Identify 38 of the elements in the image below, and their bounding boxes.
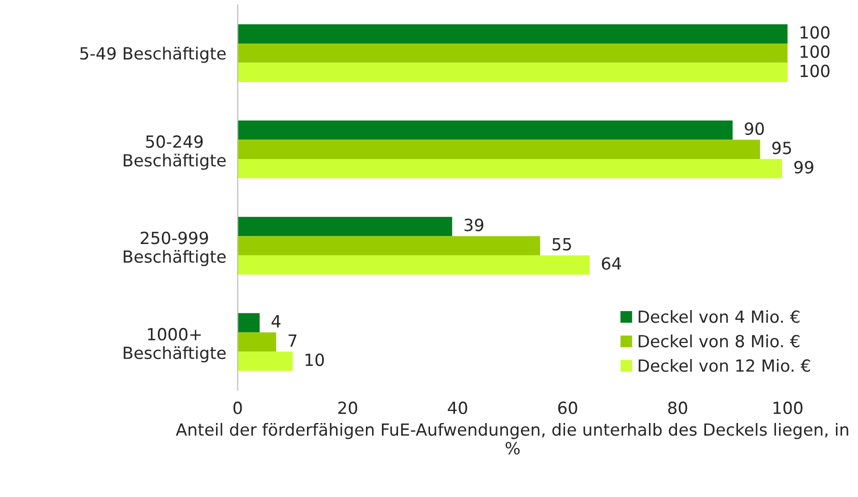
bar bbox=[238, 24, 788, 44]
bar bbox=[238, 255, 590, 275]
data-label: 4 bbox=[272, 315, 280, 328]
y-tick-label: 250-999 Beschäftigte bbox=[124, 232, 226, 266]
y-tick-label: 1000+ Beschäftigte bbox=[124, 328, 226, 362]
data-label: 99 bbox=[794, 160, 814, 174]
x-tick-label: 20 bbox=[338, 402, 358, 414]
x-tick-label: 0 bbox=[233, 402, 242, 414]
data-label: 55 bbox=[552, 238, 572, 251]
data-label: 100 bbox=[800, 45, 830, 58]
bar bbox=[238, 140, 760, 160]
bar bbox=[238, 159, 782, 178]
bar bbox=[238, 352, 293, 371]
data-label: 7 bbox=[288, 334, 296, 347]
data-label: 90 bbox=[744, 122, 764, 135]
bar bbox=[238, 332, 276, 352]
legend-label: Deckel von 12 Mio. € bbox=[638, 359, 810, 372]
legend-label: Deckel von 4 Mio. € bbox=[638, 310, 800, 323]
data-label: 100 bbox=[800, 26, 830, 39]
data-label: 64 bbox=[602, 257, 622, 270]
data-label: 100 bbox=[800, 64, 830, 78]
x-tick-label: 80 bbox=[668, 402, 688, 414]
bar bbox=[238, 313, 260, 332]
bar bbox=[238, 236, 540, 256]
x-tick-label: 60 bbox=[558, 402, 578, 414]
y-tick-label: 5-49 Beschäftigte bbox=[80, 46, 226, 63]
x-tick-label: 100 bbox=[774, 402, 802, 414]
x-tick-label: 40 bbox=[448, 402, 468, 414]
data-label: 10 bbox=[306, 353, 324, 366]
bar bbox=[238, 43, 788, 63]
y-tick-label: 50-249 Beschäftigte bbox=[124, 135, 226, 170]
data-label: 95 bbox=[772, 142, 792, 154]
bar bbox=[238, 62, 788, 82]
data-label: 39 bbox=[464, 218, 484, 232]
bar bbox=[238, 120, 733, 140]
legend-label: Deckel von 8 Mio. € bbox=[638, 334, 800, 348]
x-axis-title: Anteil der förderfähigen FuE-Aufwendungen, die unterhalb des Deckels liegen, in % bbox=[176, 422, 848, 455]
bar bbox=[238, 216, 452, 236]
